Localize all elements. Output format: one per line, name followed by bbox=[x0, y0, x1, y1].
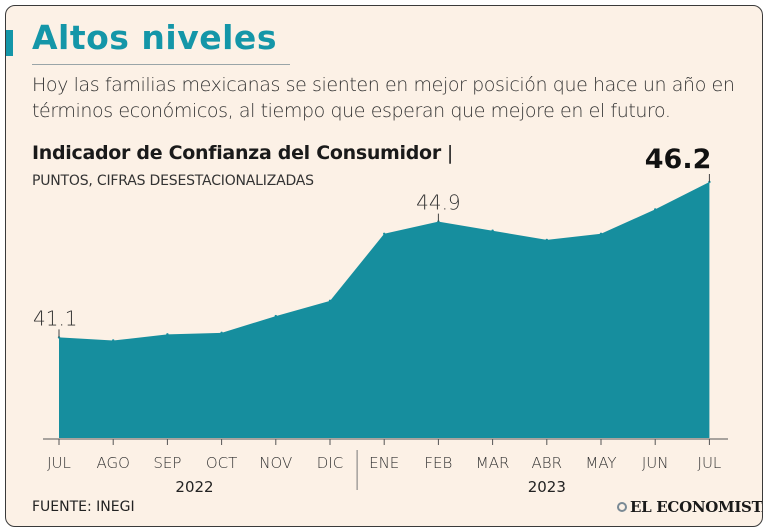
data-label: 46.2 bbox=[645, 144, 712, 175]
data-point bbox=[220, 331, 223, 335]
data-point bbox=[112, 339, 115, 342]
x-tick-label: MAY bbox=[585, 454, 616, 472]
chart-title-text: Indicador de Confianza del Consumidor bbox=[32, 142, 441, 164]
x-tick-label: AGO bbox=[96, 454, 129, 472]
year-label: 2022 bbox=[175, 478, 213, 496]
title-accent-bar bbox=[6, 30, 13, 56]
year-label: 2023 bbox=[528, 478, 566, 496]
data-label: 41.1 bbox=[33, 306, 78, 330]
area-chart: JUL AGO SEP OCT NOV DIC ENE FEB MAR ABR MAY JUN JUL 2… bbox=[33, 144, 728, 496]
infographic-card: Altos niveles Hoy las familias mexicanas… bbox=[5, 5, 763, 527]
data-point bbox=[654, 208, 657, 211]
title-underline bbox=[32, 64, 290, 65]
chart-title-separator: | bbox=[446, 142, 453, 164]
x-tick-label: ABR bbox=[532, 454, 563, 472]
publisher-logo: EL ECONOMISTA bbox=[617, 498, 763, 516]
page-title: Altos niveles bbox=[32, 18, 277, 57]
source-note: FUENTE: INEGI bbox=[32, 499, 135, 515]
data-point bbox=[491, 229, 494, 232]
data-label: 44.9 bbox=[416, 191, 461, 215]
x-tick-label: NOV bbox=[259, 454, 292, 472]
data-point bbox=[274, 314, 277, 318]
data-point bbox=[166, 333, 169, 336]
logo-icon bbox=[617, 502, 627, 512]
data-point bbox=[383, 232, 386, 236]
data-point bbox=[545, 238, 548, 242]
x-tick-label: FEB bbox=[424, 454, 452, 472]
logo-text: EL ECONOMISTA bbox=[630, 498, 763, 516]
x-tick-label: JUN bbox=[642, 454, 669, 472]
subtitle: Hoy las familias mexicanas se sienten en… bbox=[32, 74, 735, 122]
x-tick-label: DIC bbox=[317, 454, 343, 472]
x-tick-label: OCT bbox=[206, 454, 237, 472]
data-point bbox=[328, 299, 332, 303]
data-point bbox=[599, 232, 603, 236]
chart-units: PUNTOS, CIFRAS DESESTACIONALIZADAS bbox=[32, 173, 314, 189]
x-tick-label: ENE bbox=[369, 454, 399, 472]
x-tick-label: JUL bbox=[47, 454, 71, 472]
area-series bbox=[59, 182, 710, 438]
x-tick-label: SEP bbox=[153, 454, 181, 472]
x-tick-label: JUL bbox=[698, 454, 722, 472]
chart-title: Indicador de Confianza del Consumidor | bbox=[32, 142, 453, 164]
x-tick-label: MAR bbox=[476, 454, 510, 472]
